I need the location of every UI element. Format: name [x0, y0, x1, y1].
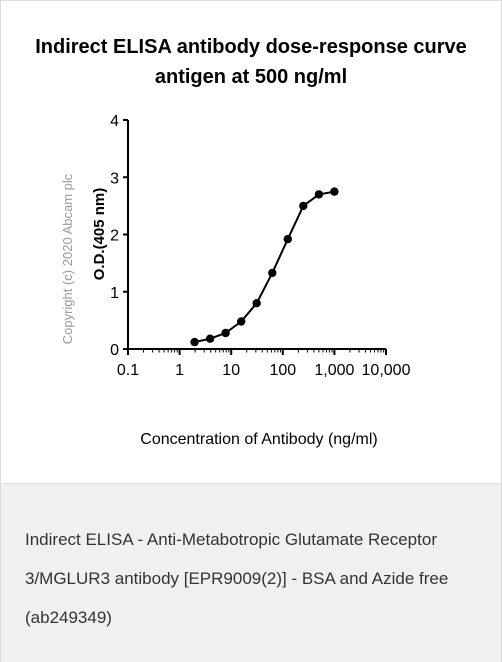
y-tick-label: 0 [110, 342, 119, 359]
elisa-chart: Indirect ELISA antibody dose-response cu… [35, 36, 467, 448]
y-axis-label: O.D.(405 nm) [91, 188, 108, 281]
x-axis-label: Concentration of Antibody (ng/ml) [140, 431, 377, 448]
data-point [205, 334, 215, 343]
chart-figure: Indirect ELISA antibody dose-response cu… [1, 1, 501, 483]
x-tick-label: 100 [269, 362, 296, 379]
x-tick-label: 10 [222, 362, 240, 379]
plot-group [190, 187, 339, 347]
data-point [190, 337, 199, 347]
data-point [330, 187, 339, 196]
chart-title-line-1: Indirect ELISA antibody dose-response cu… [35, 36, 467, 58]
chart-title-line-2: antigen at 500 ng/ml [155, 66, 347, 88]
caption-text: Indirect ELISA - Anti-Metabotropic Gluta… [25, 530, 449, 627]
x-tick-label: 1 [175, 362, 184, 379]
y-tick-label: 4 [110, 113, 119, 130]
data-point [268, 268, 277, 278]
data-point [221, 328, 230, 338]
y-tick-label: 2 [110, 228, 119, 245]
data-point [299, 201, 308, 211]
x-tick-label: 0.1 [117, 362, 139, 379]
axes-group: 0 1 2 3 4 0.1 1 10 100 1,000 10,000 [110, 113, 410, 379]
x-tick-label: 1,000 [314, 362, 354, 379]
data-point [314, 190, 324, 199]
data-point [283, 234, 292, 244]
y-tick-label: 3 [110, 170, 119, 187]
data-point [252, 299, 261, 308]
data-point [237, 317, 246, 326]
series-line [194, 190, 335, 344]
caption-panel: Indirect ELISA - Anti-Metabotropic Gluta… [1, 483, 501, 662]
x-tick-label: 10,000 [362, 362, 411, 379]
y-tick-label: 1 [110, 285, 119, 302]
copyright-watermark: Copyright (c) 2020 Abcam plc [60, 173, 75, 344]
